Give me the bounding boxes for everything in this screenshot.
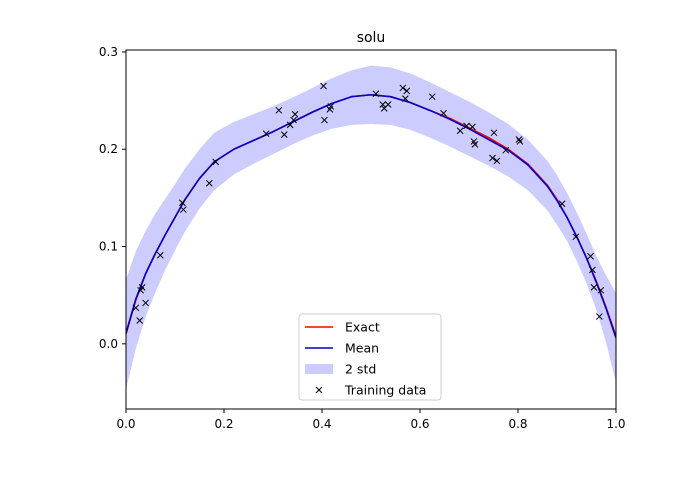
chart-title: solu <box>357 30 386 46</box>
training-point <box>440 109 447 117</box>
training-point <box>179 206 187 213</box>
training-point <box>515 136 523 143</box>
legend-swatch-2-std <box>305 364 333 374</box>
training-point <box>572 233 580 241</box>
training-point <box>205 179 213 187</box>
training-point <box>516 138 524 145</box>
legend: Exact Mean 2 std Training data <box>298 313 442 401</box>
y-axis: 0.0 0.1 0.2 0.3 <box>99 45 126 351</box>
plot-frame <box>125 49 617 410</box>
training-point <box>469 123 476 131</box>
training-point <box>590 284 598 291</box>
training-point <box>587 252 594 260</box>
training-point <box>290 116 297 124</box>
legend-label-2-std: 2 std <box>345 362 376 377</box>
training-point <box>262 130 270 138</box>
training-point <box>502 146 510 154</box>
legend-box <box>298 313 442 401</box>
x-tick-label: 0.4 <box>312 417 331 431</box>
training-point <box>379 101 387 108</box>
training-point <box>463 122 470 130</box>
training-point <box>589 266 596 274</box>
training-point <box>212 158 220 166</box>
training-point <box>178 199 186 207</box>
x-tick-label: 0.2 <box>214 417 233 431</box>
training-point <box>490 129 498 137</box>
training-point <box>275 106 283 114</box>
mean-line <box>126 93 616 339</box>
training-point <box>142 299 149 307</box>
legend-entries: Exact Mean 2 std Training data <box>305 320 426 398</box>
training-point <box>489 154 496 162</box>
legend-label-training-data: Training data <box>344 383 426 398</box>
training-point <box>401 95 409 102</box>
training-point <box>595 313 603 320</box>
x-tick-label: 0.8 <box>508 417 527 431</box>
legend-swatch-training-data <box>315 386 323 394</box>
point-layer <box>132 82 605 324</box>
legend-label-mean: Mean <box>345 341 379 356</box>
x-tick-label: 0.0 <box>116 417 135 431</box>
training-point <box>428 93 436 101</box>
training-point <box>321 116 328 124</box>
training-point <box>280 131 288 138</box>
training-point <box>372 90 380 98</box>
training-point <box>327 103 335 110</box>
two-std-band <box>126 65 616 390</box>
training-point <box>156 251 164 259</box>
x-tick-label: 0.6 <box>410 417 429 431</box>
training-point <box>138 284 146 291</box>
training-point <box>399 84 407 92</box>
y-tick-label: 0.3 <box>99 45 118 59</box>
training-point <box>286 121 294 129</box>
training-point <box>403 87 411 95</box>
training-point <box>132 304 140 312</box>
training-point <box>456 127 464 135</box>
y-tick-label: 0.0 <box>99 337 118 351</box>
training-point <box>320 82 327 90</box>
training-point <box>136 317 144 324</box>
y-tick-label: 0.2 <box>99 142 118 156</box>
training-point <box>291 110 299 118</box>
x-axis: 0.0 0.2 0.4 0.6 0.8 1.0 <box>116 409 626 431</box>
band-layer <box>126 65 616 390</box>
training-point <box>558 200 566 208</box>
x-tick-label: 1.0 <box>606 417 625 431</box>
legend-label-exact: Exact <box>345 320 380 335</box>
y-tick-label: 0.1 <box>99 240 118 254</box>
line-layer <box>126 93 616 339</box>
training-point <box>597 286 605 294</box>
training-point <box>384 101 392 108</box>
training-point <box>493 157 501 165</box>
training-point <box>471 141 479 148</box>
